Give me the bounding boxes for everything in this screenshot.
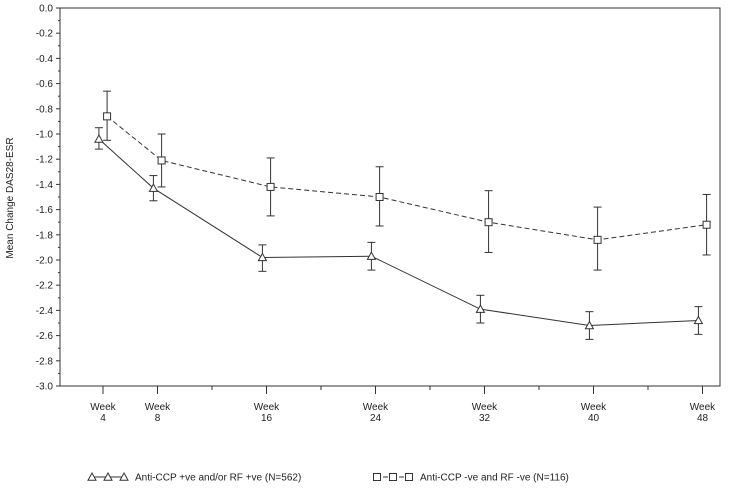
legend-marker xyxy=(119,471,129,481)
x-tick-label: Week xyxy=(145,402,171,413)
y-tick-label: -3.0 xyxy=(36,382,54,393)
data-point xyxy=(375,193,384,201)
y-tick-label: -0.6 xyxy=(36,79,54,90)
x-tick-label: Week xyxy=(363,402,389,413)
y-axis-label: Mean Change DAS28-ESR xyxy=(5,137,16,258)
legend-item: Anti-CCP +ve and/or RF +ve (N=562) xyxy=(87,471,301,484)
x-tick-label: 48 xyxy=(697,413,709,424)
x-tick-label: 40 xyxy=(588,413,600,424)
y-tick-label: -1.4 xyxy=(36,180,54,191)
y-tick-label: -1.8 xyxy=(36,230,54,241)
x-tick-label: 4 xyxy=(100,413,106,424)
data-point xyxy=(94,134,104,143)
plot-frame xyxy=(59,7,721,387)
data-point xyxy=(593,235,602,244)
x-tick-label: Week xyxy=(472,402,498,413)
series-line xyxy=(106,115,707,241)
y-tick-label: -0.4 xyxy=(36,54,54,65)
x-tick-label: Week xyxy=(254,402,280,413)
y-tick-label: -2.0 xyxy=(36,256,54,267)
legend-marker xyxy=(87,471,97,481)
x-tick-label: 8 xyxy=(155,413,161,424)
legend: Anti-CCP +ve and/or RF +ve (N=562) Anti-C… xyxy=(87,471,569,484)
y-tick-label: -2.4 xyxy=(36,306,54,317)
data-point xyxy=(157,156,166,165)
legend-marker xyxy=(389,473,397,481)
legend-marker xyxy=(103,471,113,481)
x-tick-label: Week xyxy=(90,402,116,413)
legend-label: Anti-CCP -ve and RF -ve (N=116) xyxy=(420,473,569,484)
y-tick-label: -1.0 xyxy=(36,130,54,141)
data-point xyxy=(266,182,275,191)
y-tick-label: -0.2 xyxy=(36,29,54,40)
y-tick-label: -1.6 xyxy=(36,205,54,216)
data-point xyxy=(366,251,377,260)
x-tick-label: 16 xyxy=(261,413,273,424)
legend-item: Anti-CCP -ve and RF -ve (N=116) xyxy=(373,473,569,484)
x-tick-label: 32 xyxy=(479,413,491,424)
x-tick-label: 24 xyxy=(370,413,382,424)
y-tick-label: -2.2 xyxy=(36,281,54,292)
data-point xyxy=(693,315,704,325)
series-1 xyxy=(94,127,704,340)
data-point xyxy=(103,112,112,121)
y-tick-label: -2.6 xyxy=(36,331,54,342)
legend-marker xyxy=(373,473,381,481)
x-tick-label: Week xyxy=(581,402,607,413)
data-point xyxy=(475,304,486,313)
data-point xyxy=(257,252,268,262)
y-tick-label: -2.8 xyxy=(36,356,54,367)
data-point xyxy=(702,220,711,229)
legend-label: Anti-CCP +ve and/or RF +ve (N=562) xyxy=(135,473,301,484)
data-point xyxy=(148,183,159,192)
y-tick-label: 0.0 xyxy=(39,4,53,15)
x-tick-label: Week xyxy=(690,402,716,413)
legend-marker xyxy=(405,473,413,481)
data-point xyxy=(584,320,595,330)
y-tick-label: -1.2 xyxy=(36,155,54,166)
y-tick-label: -0.8 xyxy=(36,104,54,115)
series-2 xyxy=(103,90,711,271)
data-point xyxy=(484,218,493,227)
